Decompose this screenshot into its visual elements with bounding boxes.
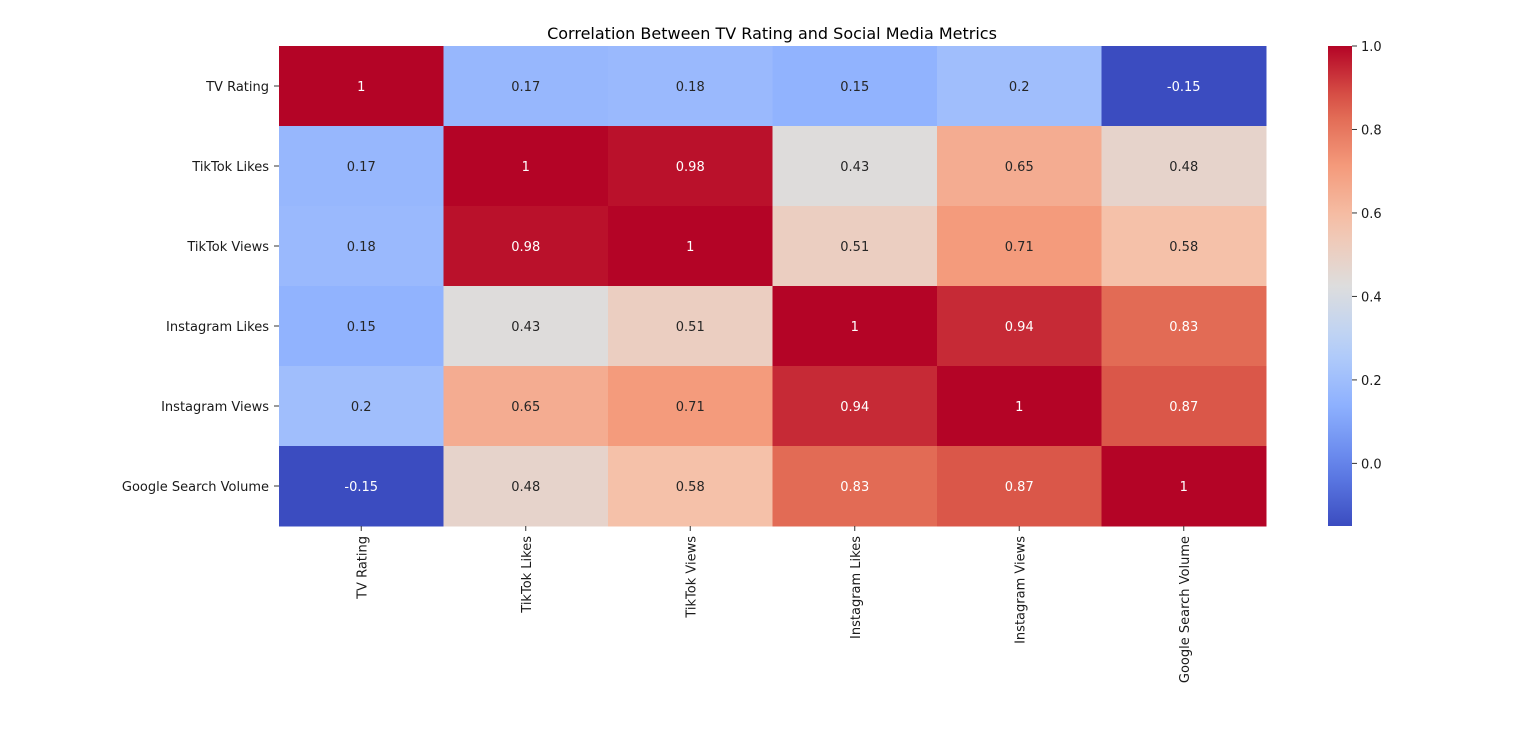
cell-value-label: 0.15 (347, 320, 376, 335)
cell-tiktok-views-google-search-volume (1101, 206, 1267, 287)
cell-value-label: 0.87 (1169, 400, 1198, 415)
row-label-instagram-views: Instagram Views (161, 400, 269, 415)
cell-instagram-likes-tiktok-views (608, 286, 773, 367)
column-label-google-search-volume: Google Search Volume (1178, 536, 1193, 683)
cell-tv-rating-google-search-volume (1101, 46, 1267, 127)
cell-value-label: 1 (1180, 480, 1188, 495)
cell-value-label: 1 (357, 80, 365, 95)
cell-instagram-views-google-search-volume (1101, 366, 1267, 447)
cell-tiktok-views-tiktok-likes (443, 206, 609, 287)
chart-title: Correlation Between TV Rating and Social… (547, 24, 997, 43)
cell-value-label: 1 (851, 320, 859, 335)
row-label-google-search-volume: Google Search Volume (122, 480, 269, 495)
cell-value-label: 0.17 (347, 160, 376, 175)
column-label-instagram-views: Instagram Views (1013, 536, 1028, 644)
cell-value-label: 0.43 (840, 160, 869, 175)
cell-value-label: 0.83 (840, 480, 869, 495)
heatmap-cells: 1 0.17 0.18 0.15 0.2 -0.15 0.17 1 0.98 0.43 0.65 0.… (279, 46, 1267, 527)
cell-value-label: 0.43 (511, 320, 540, 335)
cell-value-label: 0.87 (1005, 480, 1034, 495)
column-label-tiktok-likes: TikTok Likes (520, 536, 535, 614)
cell-value-label: 1 (522, 160, 530, 175)
cell-value-label: 0.58 (1169, 240, 1198, 255)
cell-value-label: 0.51 (676, 320, 705, 335)
cell-value-label: 0.65 (1005, 160, 1034, 175)
cell-value-label: 0.2 (351, 400, 372, 415)
cell-tv-rating-instagram-views (937, 46, 1102, 127)
row-label-instagram-likes: Instagram Likes (166, 320, 269, 335)
cell-value-label: 0.71 (676, 400, 705, 415)
colorbar-gradient (1328, 46, 1352, 526)
cell-value-label: -0.15 (1167, 80, 1201, 95)
cell-instagram-likes-instagram-views (937, 286, 1102, 367)
cell-value-label: 0.94 (1005, 320, 1034, 335)
cell-value-label: 0.94 (840, 400, 869, 415)
cell-google-search-volume-tiktok-likes (443, 446, 609, 527)
cell-value-label: 0.65 (511, 400, 540, 415)
row-labels: TV Rating TikTok Likes TikTok Views Instagr… (122, 80, 279, 495)
cell-instagram-views-tiktok-likes (443, 366, 609, 447)
cell-value-label: 0.83 (1169, 320, 1198, 335)
column-label-tiktok-views: TikTok Views (684, 536, 699, 619)
cell-value-label: 0.2 (1009, 80, 1030, 95)
cell-value-label: 0.58 (676, 480, 705, 495)
colorbar: 0.0 0.2 0.4 0.6 0.8 1.0 (1328, 40, 1382, 526)
cell-instagram-views-tv-rating (279, 366, 444, 447)
cell-tiktok-likes-instagram-views (937, 126, 1102, 207)
cell-value-label: 1 (1015, 400, 1023, 415)
cell-tv-rating-tv-rating (279, 46, 444, 127)
row-label-tv-rating: TV Rating (205, 80, 269, 95)
cell-tiktok-likes-instagram-likes (772, 126, 938, 207)
cell-tiktok-views-tv-rating (279, 206, 444, 287)
cell-tiktok-likes-google-search-volume (1101, 126, 1267, 207)
cell-instagram-views-tiktok-views (608, 366, 773, 447)
cell-instagram-likes-instagram-likes (772, 286, 938, 367)
cell-tv-rating-tiktok-views (608, 46, 773, 127)
cell-tiktok-likes-tiktok-likes (443, 126, 609, 207)
cell-tiktok-likes-tiktok-views (608, 126, 773, 207)
colorbar-tick-label: 1.0 (1361, 40, 1382, 55)
cell-value-label: 0.51 (840, 240, 869, 255)
cell-google-search-volume-instagram-views (937, 446, 1102, 527)
column-labels: TV Rating TikTok Likes TikTok Views Instagr… (355, 526, 1193, 683)
colorbar-tick-label: 0.8 (1361, 123, 1382, 138)
cell-instagram-likes-tiktok-likes (443, 286, 609, 367)
cell-google-search-volume-tv-rating (279, 446, 444, 527)
cell-instagram-views-instagram-likes (772, 366, 938, 447)
colorbar-tick-label: 0.2 (1361, 374, 1382, 389)
cell-instagram-likes-google-search-volume (1101, 286, 1267, 367)
cell-value-label: 0.71 (1005, 240, 1034, 255)
cell-value-label: 0.15 (840, 80, 869, 95)
cell-value-label: 0.98 (511, 240, 540, 255)
colorbar-tick-label: 0.6 (1361, 207, 1382, 222)
column-label-tv-rating: TV Rating (355, 536, 370, 600)
cell-google-search-volume-instagram-likes (772, 446, 938, 527)
cell-instagram-likes-tv-rating (279, 286, 444, 367)
colorbar-tick-label: 0.4 (1361, 290, 1382, 305)
column-label-instagram-likes: Instagram Likes (849, 536, 864, 639)
cell-value-label: -0.15 (344, 480, 378, 495)
cell-tiktok-views-tiktok-views (608, 206, 773, 287)
cell-tv-rating-instagram-likes (772, 46, 938, 127)
cell-tiktok-views-instagram-likes (772, 206, 938, 287)
cell-tv-rating-tiktok-likes (443, 46, 609, 127)
cell-tiktok-likes-tv-rating (279, 126, 444, 207)
cell-instagram-views-instagram-views (937, 366, 1102, 447)
cell-value-label: 0.48 (511, 480, 540, 495)
cell-google-search-volume-google-search-volume (1101, 446, 1267, 527)
cell-value-label: 1 (686, 240, 694, 255)
cell-google-search-volume-tiktok-views (608, 446, 773, 527)
cell-value-label: 0.17 (511, 80, 540, 95)
row-label-tiktok-likes: TikTok Likes (191, 160, 269, 175)
cell-value-label: 0.18 (676, 80, 705, 95)
cell-value-label: 0.18 (347, 240, 376, 255)
colorbar-tick-label: 0.0 (1361, 457, 1382, 472)
row-label-tiktok-views: TikTok Views (186, 240, 269, 255)
cell-value-label: 0.48 (1169, 160, 1198, 175)
cell-tiktok-views-instagram-views (937, 206, 1102, 287)
cell-value-label: 0.98 (676, 160, 705, 175)
